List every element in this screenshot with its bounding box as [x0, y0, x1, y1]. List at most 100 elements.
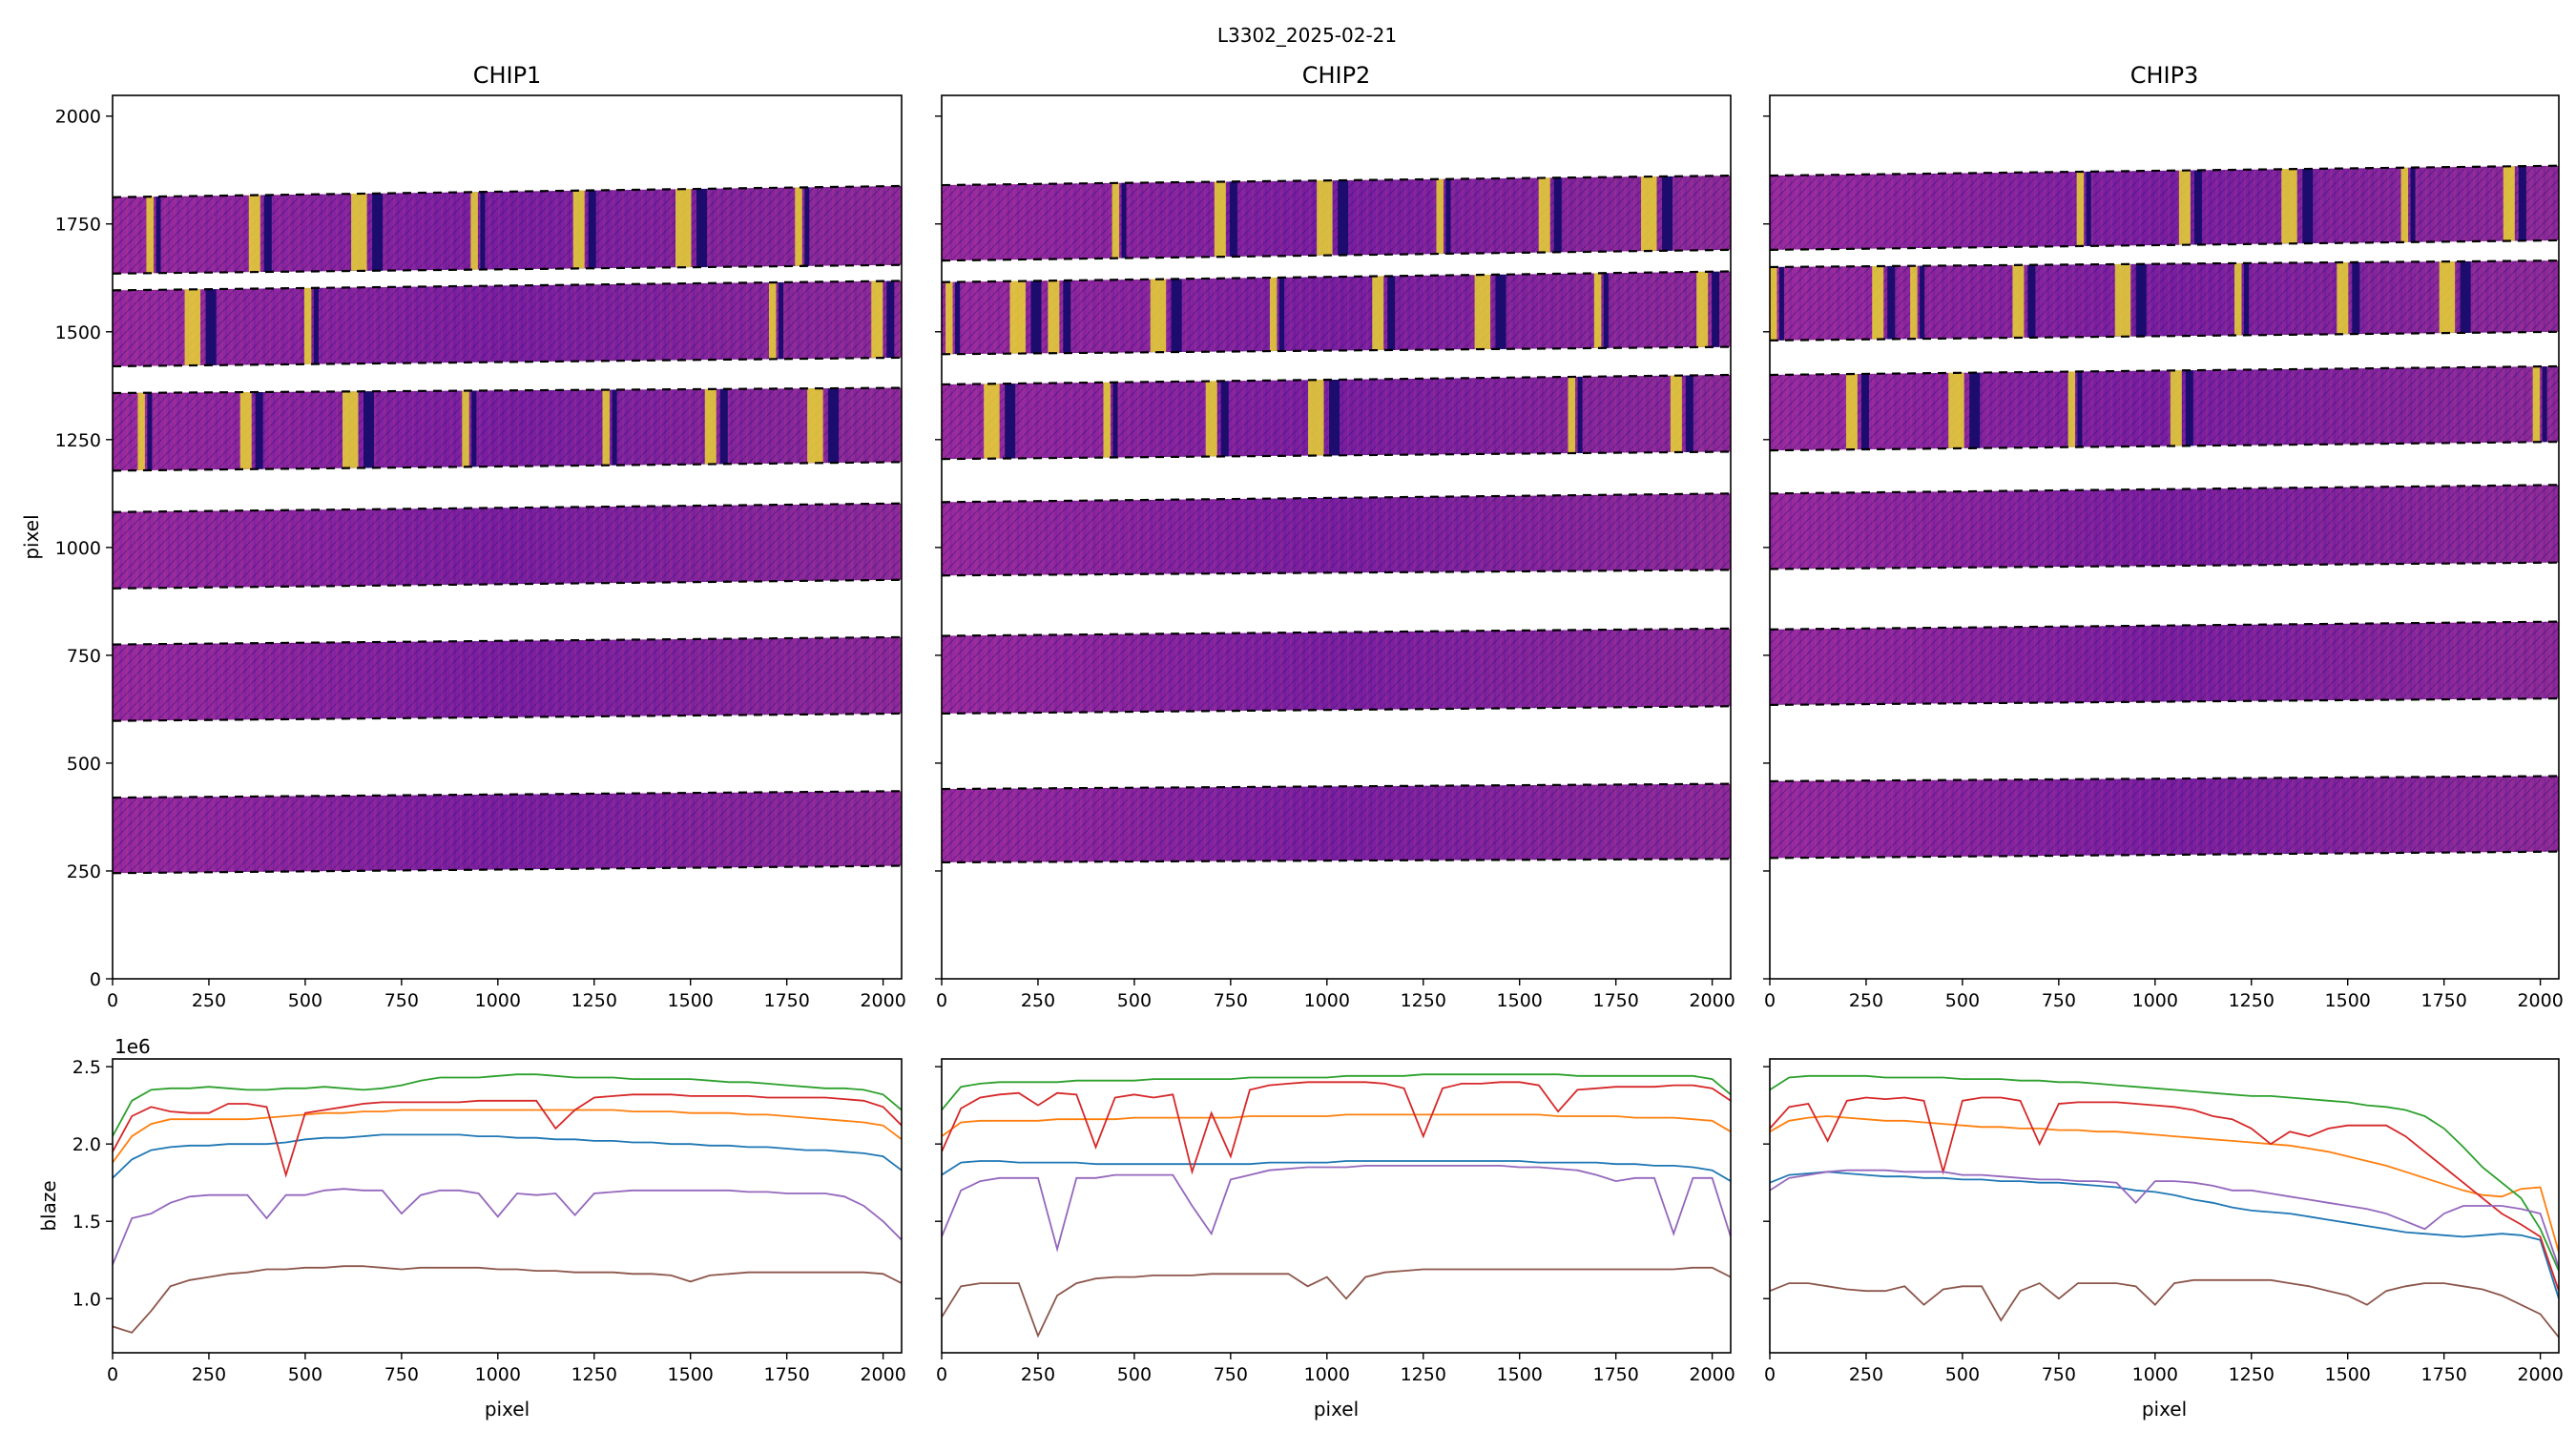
blaze-series-6 [942, 1266, 1731, 1338]
chip3-xticks: 0 250 500 750 1000 1250 1500 1750 2000 [1764, 979, 2564, 1011]
blaze3-xticks: 0 250 500 750 1000 1250 1500 1750 2000 [1764, 1353, 2564, 1385]
bright-band [1568, 376, 1576, 453]
x-tick-label: 1000 [1304, 990, 1350, 1011]
bright-band [1269, 277, 1278, 351]
order-texture [942, 493, 1731, 576]
x-tick-label: 0 [936, 1364, 947, 1385]
chip1-orders [113, 184, 902, 875]
chip3-orders [1770, 164, 2559, 860]
x-tick-label: 0 [107, 990, 118, 1011]
absorption-line [372, 193, 384, 271]
x-tick-label: 250 [192, 990, 226, 1011]
bright-band [1214, 181, 1226, 258]
order-edge-upper [1770, 164, 2559, 177]
bright-band [1845, 373, 1858, 450]
blaze-series-4 [1770, 1096, 2559, 1292]
order-texture [1770, 165, 2559, 250]
x-tick-label: 1000 [475, 1364, 521, 1385]
absorption-line [2352, 261, 2360, 335]
order-texture [113, 387, 902, 471]
blaze1-yticks: 1.0 1.5 2.0 2.5 [73, 1057, 113, 1310]
absorption-line [2077, 371, 2083, 447]
x-tick-label: 250 [192, 1364, 226, 1385]
order-texture [113, 185, 902, 274]
order-edge-lower [942, 248, 1731, 262]
order-texture [113, 791, 902, 874]
absorption-line [1860, 373, 1869, 450]
chip1-frame [112, 94, 903, 980]
absorption-line [1553, 177, 1562, 253]
bright-band [1910, 265, 1918, 340]
bright-band [1317, 180, 1333, 256]
absorption-line [313, 287, 319, 364]
order-edge-upper [113, 635, 902, 646]
absorption-line [1887, 265, 1896, 340]
absorption-line [1220, 381, 1229, 457]
x-tick-label: 2000 [2517, 1364, 2563, 1385]
x-tick-label: 500 [288, 1364, 322, 1385]
x-tick-label: 1750 [1592, 1364, 1638, 1385]
absorption-line [1387, 276, 1396, 350]
y-tick-label: 1250 [55, 430, 101, 451]
bright-band [462, 390, 469, 467]
blaze-series-3 [942, 1073, 1731, 1111]
spectral-order-3 [113, 502, 902, 590]
blaze3-yticks [1763, 1066, 1770, 1299]
absorption-line [2185, 370, 2193, 446]
bright-band [984, 384, 1000, 459]
bright-band [675, 189, 692, 268]
order-texture [942, 271, 1731, 355]
absorption-line [804, 187, 810, 266]
order-texture [1770, 260, 2559, 341]
blaze1-scale-label: 1e6 [114, 1035, 151, 1058]
absorption-line [612, 389, 617, 466]
absorption-line [1278, 277, 1284, 351]
blaze3-panel: 0 250 500 750 1000 1250 1500 1750 2000 pixel [1763, 1058, 2564, 1421]
order-texture [113, 503, 902, 589]
x-tick-label: 1500 [1497, 1364, 1543, 1385]
bright-band [1474, 274, 1491, 349]
blaze-series-3 [1770, 1074, 2559, 1272]
x-tick-label: 1000 [2132, 1364, 2178, 1385]
y-tick-label: 1750 [55, 215, 101, 236]
blaze1-xticks: 0 250 500 750 1000 1250 1500 1750 2000 [107, 1353, 906, 1385]
order-texture [942, 628, 1731, 714]
order-edge-lower [1770, 440, 2559, 452]
absorption-line [156, 197, 161, 274]
spectral-order-2 [113, 635, 902, 722]
absorption-line [955, 281, 961, 355]
order-edge-lower [113, 461, 902, 472]
order-edge-upper [113, 790, 902, 799]
chip1-xticks: 0 250 500 750 1000 1250 1500 1750 2000 [107, 979, 906, 1011]
bright-band [2281, 169, 2297, 244]
order-edge-lower [113, 712, 902, 722]
chip2-yticks [935, 115, 942, 980]
chip3-title: CHIP3 [2130, 62, 2199, 89]
x-tick-label: 1250 [1401, 990, 1446, 1011]
x-tick-label: 750 [1214, 1364, 1248, 1385]
absorption-line [1229, 181, 1237, 258]
x-tick-label: 1250 [571, 1364, 617, 1385]
order-edge-lower [1770, 697, 2559, 706]
bright-band [2178, 170, 2191, 245]
absorption-line [1329, 380, 1340, 456]
order-edge-lower [113, 864, 902, 875]
y-tick-label: 0 [90, 969, 101, 990]
order-edge-upper [942, 627, 1731, 637]
chip1-panel: CHIP1 0 250 500 750 1000 1250 1500 1750 2000 0 25… [20, 62, 906, 1011]
chip3-panel: CHIP3 0 250 500 750 1000 1250 1500 1750 2000 [1763, 62, 2564, 1011]
order-edge-upper [1770, 364, 2559, 377]
absorption-line [1685, 375, 1693, 452]
order-edge-lower [942, 569, 1731, 577]
order-edge-upper [942, 373, 1731, 386]
blaze1-lines [113, 1073, 902, 1334]
blaze2-yticks [935, 1066, 942, 1299]
blaze2-xticks: 0 250 500 750 1000 1250 1500 1750 2000 [936, 1353, 1735, 1385]
x-tick-label: 0 [936, 990, 947, 1011]
x-tick-label: 1500 [2325, 990, 2371, 1011]
absorption-line [828, 388, 840, 464]
absorption-line [1603, 273, 1609, 348]
absorption-line [255, 392, 263, 469]
x-tick-label: 750 [1214, 990, 1248, 1011]
blaze-series-5 [113, 1188, 902, 1265]
